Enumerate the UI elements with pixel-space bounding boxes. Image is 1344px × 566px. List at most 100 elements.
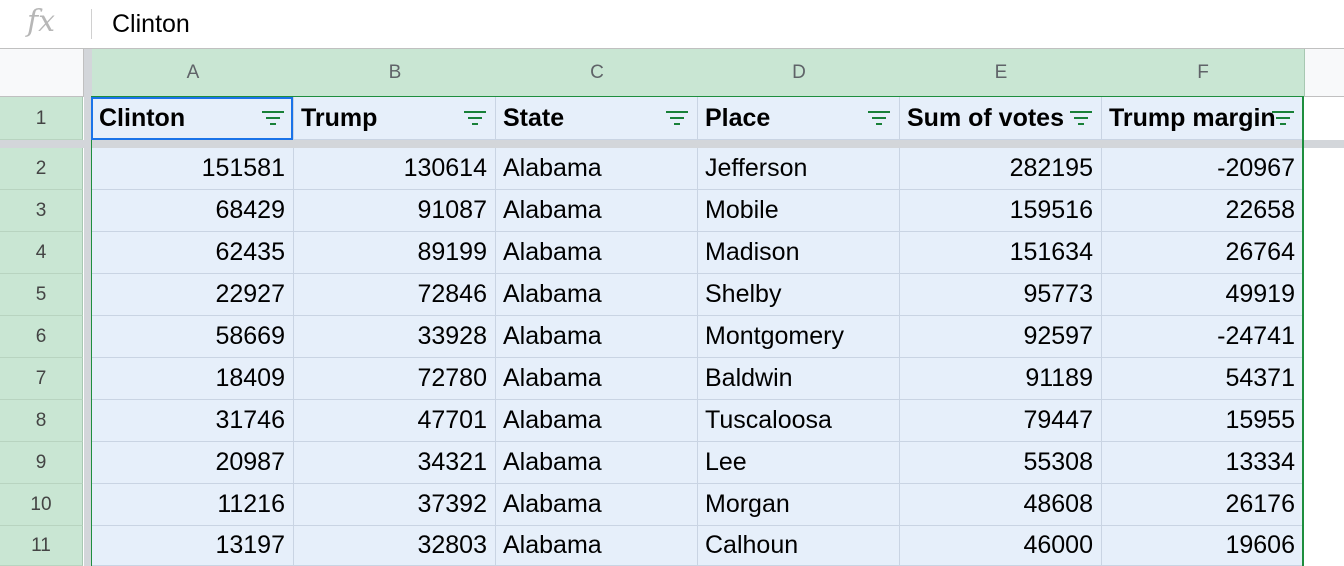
cell-c6[interactable]: Alabama <box>496 316 698 358</box>
filter-icon[interactable] <box>665 109 689 127</box>
select-all-corner[interactable] <box>0 49 84 96</box>
cell-f11[interactable]: 19606 <box>1102 526 1304 566</box>
cell-d2[interactable]: Jefferson <box>698 148 900 190</box>
cell-e10[interactable]: 48608 <box>900 484 1102 526</box>
filter-icon[interactable] <box>1069 109 1093 127</box>
cell-c2[interactable]: Alabama <box>496 148 698 190</box>
cell-c3[interactable]: Alabama <box>496 190 698 232</box>
cell-d6[interactable]: Montgomery <box>698 316 900 358</box>
cell-d9[interactable]: Lee <box>698 442 900 484</box>
cell-f5[interactable]: 49919 <box>1102 274 1304 316</box>
cell-d5[interactable]: Shelby <box>698 274 900 316</box>
freeze-row-handle[interactable] <box>0 140 1344 148</box>
cell-b2[interactable]: 130614 <box>294 148 496 190</box>
cell-e2[interactable]: 282195 <box>900 148 1102 190</box>
column-header-e[interactable]: E <box>900 49 1103 96</box>
header-cell-label: Place <box>705 104 771 132</box>
cell-b3[interactable]: 91087 <box>294 190 496 232</box>
cell-d11[interactable]: Calhoun <box>698 526 900 566</box>
column-header-d[interactable]: D <box>698 49 901 96</box>
header-cell-label: Clinton <box>99 104 186 132</box>
header-cell-c[interactable]: State <box>496 97 698 140</box>
cell-f3[interactable]: 22658 <box>1102 190 1304 232</box>
cell-d4[interactable]: Madison <box>698 232 900 274</box>
row-header-1[interactable]: 1 <box>0 97 83 140</box>
cell-b9[interactable]: 34321 <box>294 442 496 484</box>
row-header-3[interactable]: 3 <box>0 190 83 232</box>
cell-a7[interactable]: 18409 <box>92 358 294 400</box>
formula-input[interactable]: Clinton <box>112 10 190 38</box>
header-cell-d[interactable]: Place <box>698 97 900 140</box>
cell-a6[interactable]: 58669 <box>92 316 294 358</box>
cell-b5[interactable]: 72846 <box>294 274 496 316</box>
formula-separator <box>91 9 92 39</box>
filter-icon[interactable] <box>463 109 487 127</box>
header-cell-b[interactable]: Trump <box>294 97 496 140</box>
cell-b6[interactable]: 33928 <box>294 316 496 358</box>
column-header-f[interactable]: F <box>1102 49 1305 96</box>
cell-f6[interactable]: -24741 <box>1102 316 1304 358</box>
header-cell-f[interactable]: Trump margin <box>1102 97 1304 140</box>
cell-c7[interactable]: Alabama <box>496 358 698 400</box>
cell-f8[interactable]: 15955 <box>1102 400 1304 442</box>
cell-f2[interactable]: -20967 <box>1102 148 1304 190</box>
cell-a5[interactable]: 22927 <box>92 274 294 316</box>
cell-b10[interactable]: 37392 <box>294 484 496 526</box>
row-header-11[interactable]: 11 <box>0 526 83 566</box>
cell-a2[interactable]: 151581 <box>92 148 294 190</box>
cell-b11[interactable]: 32803 <box>294 526 496 566</box>
cell-a4[interactable]: 62435 <box>92 232 294 274</box>
cell-d7[interactable]: Baldwin <box>698 358 900 400</box>
header-cell-e[interactable]: Sum of votes <box>900 97 1102 140</box>
cell-e8[interactable]: 79447 <box>900 400 1102 442</box>
filter-icon[interactable] <box>867 109 891 127</box>
cell-b8[interactable]: 47701 <box>294 400 496 442</box>
fx-icon: fx <box>27 4 56 39</box>
row-header-5[interactable]: 5 <box>0 274 83 316</box>
row-header-10[interactable]: 10 <box>0 484 83 526</box>
cell-c4[interactable]: Alabama <box>496 232 698 274</box>
cell-c8[interactable]: Alabama <box>496 400 698 442</box>
cell-c9[interactable]: Alabama <box>496 442 698 484</box>
row-header-2[interactable]: 2 <box>0 148 83 190</box>
cell-e7[interactable]: 91189 <box>900 358 1102 400</box>
row-header-7[interactable]: 7 <box>0 358 83 400</box>
cell-e5[interactable]: 95773 <box>900 274 1102 316</box>
cell-c5[interactable]: Alabama <box>496 274 698 316</box>
column-header-b[interactable]: B <box>294 49 497 96</box>
header-cell-a[interactable]: Clinton <box>92 97 294 140</box>
freeze-column-handle[interactable] <box>84 49 92 566</box>
row-header-9[interactable]: 9 <box>0 442 83 484</box>
cell-c11[interactable]: Alabama <box>496 526 698 566</box>
cell-e11[interactable]: 46000 <box>900 526 1102 566</box>
cell-f9[interactable]: 13334 <box>1102 442 1304 484</box>
cell-a8[interactable]: 31746 <box>92 400 294 442</box>
cell-d10[interactable]: Morgan <box>698 484 900 526</box>
filter-icon[interactable] <box>1271 109 1295 127</box>
header-cell-label: Trump margin <box>1109 104 1276 132</box>
cell-e6[interactable]: 92597 <box>900 316 1102 358</box>
cell-b4[interactable]: 89199 <box>294 232 496 274</box>
cell-a9[interactable]: 20987 <box>92 442 294 484</box>
row-header-8[interactable]: 8 <box>0 400 83 442</box>
cell-f10[interactable]: 26176 <box>1102 484 1304 526</box>
column-header-a[interactable]: A <box>92 49 295 96</box>
formula-bar: fx Clinton <box>0 0 1344 49</box>
cell-a3[interactable]: 68429 <box>92 190 294 232</box>
cell-e4[interactable]: 151634 <box>900 232 1102 274</box>
cell-a11[interactable]: 13197 <box>92 526 294 566</box>
cell-d3[interactable]: Mobile <box>698 190 900 232</box>
cell-e9[interactable]: 55308 <box>900 442 1102 484</box>
cell-d8[interactable]: Tuscaloosa <box>698 400 900 442</box>
cell-f4[interactable]: 26764 <box>1102 232 1304 274</box>
cell-e3[interactable]: 159516 <box>900 190 1102 232</box>
cell-c10[interactable]: Alabama <box>496 484 698 526</box>
cell-f7[interactable]: 54371 <box>1102 358 1304 400</box>
row-header-4[interactable]: 4 <box>0 232 83 274</box>
filter-icon[interactable] <box>261 109 285 127</box>
cell-b7[interactable]: 72780 <box>294 358 496 400</box>
row-header-6[interactable]: 6 <box>0 316 83 358</box>
cell-a10[interactable]: 11216 <box>92 484 294 526</box>
column-header-c[interactable]: C <box>496 49 699 96</box>
